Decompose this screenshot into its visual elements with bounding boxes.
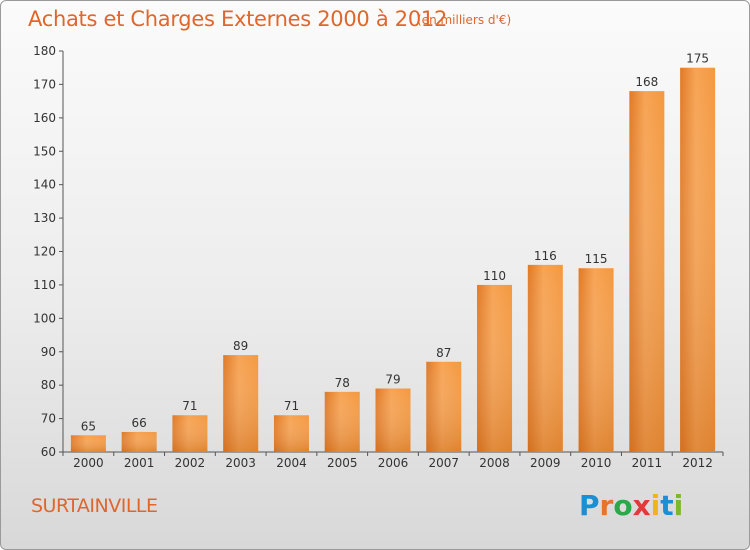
bar-shade xyxy=(172,415,208,452)
value-label: 71 xyxy=(284,399,299,413)
x-tick-label: 2003 xyxy=(225,456,256,470)
bar-shade xyxy=(223,355,259,452)
x-tick-label: 2011 xyxy=(632,456,663,470)
value-label: 175 xyxy=(686,52,709,66)
value-label: 116 xyxy=(534,249,557,263)
bar-shade xyxy=(70,435,106,452)
value-label: 87 xyxy=(436,346,451,360)
logo-letter: i xyxy=(673,489,684,522)
logo-letter: P xyxy=(579,489,600,522)
logo-letter: x xyxy=(632,489,651,522)
axes: 60 70 80 90 100 110 120 130 140 150 160 170 180 2000 2… xyxy=(33,44,724,470)
bar-shade xyxy=(477,284,513,452)
logo-letter: r xyxy=(599,489,614,522)
value-label: 65 xyxy=(81,419,96,433)
x-tick-label: 2007 xyxy=(428,456,459,470)
y-tick-label: 130 xyxy=(33,211,56,225)
bar-shade xyxy=(527,264,563,452)
y-tick-label: 80 xyxy=(41,378,56,392)
x-tick-label: 2008 xyxy=(479,456,510,470)
logo-letter: t xyxy=(660,489,674,522)
logo-letter: i xyxy=(650,489,661,522)
y-tick-label: 170 xyxy=(33,77,56,91)
chart-title: Achats et Charges Externes 2000 à 2012 xyxy=(28,7,448,31)
bar-shade xyxy=(426,361,462,452)
y-tick-label: 150 xyxy=(33,144,56,158)
y-tick-label: 160 xyxy=(33,111,56,125)
x-tick-label: 2012 xyxy=(682,456,713,470)
value-label: 66 xyxy=(132,416,147,430)
value-label: 115 xyxy=(585,252,608,266)
value-label: 89 xyxy=(233,339,248,353)
value-label: 79 xyxy=(385,373,400,387)
value-label: 78 xyxy=(335,376,350,390)
value-labels: 65 66 71 89 71 78 79 87 110 116 115 168 175 xyxy=(81,52,709,434)
x-tick-label: 2001 xyxy=(124,456,155,470)
y-tick-label: 70 xyxy=(41,412,56,426)
y-tick-label: 110 xyxy=(33,278,56,292)
chart-unit: (en milliers d'€) xyxy=(417,13,512,27)
y-tick-label: 180 xyxy=(33,44,56,58)
y-tick-label: 100 xyxy=(33,311,56,325)
proxiti-logo: Proxiti xyxy=(579,489,683,522)
logo-letter: o xyxy=(613,489,633,522)
value-label: 168 xyxy=(635,75,658,89)
y-tick-label: 90 xyxy=(41,345,56,359)
x-tick-label: 2009 xyxy=(530,456,561,470)
y-tick-label: 120 xyxy=(33,245,56,259)
bar-shade xyxy=(578,268,614,452)
value-label: 110 xyxy=(483,269,506,283)
value-label: 71 xyxy=(182,399,197,413)
x-tick-label: 2004 xyxy=(276,456,307,470)
x-tick-label: 2000 xyxy=(73,456,104,470)
y-tick-label: 60 xyxy=(41,445,56,459)
bar-shade xyxy=(273,415,309,452)
bar-shade xyxy=(629,91,665,452)
commune-name: SURTAINVILLE xyxy=(31,495,158,517)
x-tick-label: 2005 xyxy=(327,456,358,470)
x-tick-label: 2010 xyxy=(581,456,612,470)
bar-shade xyxy=(375,388,411,452)
x-tick-label: 2006 xyxy=(378,456,409,470)
x-tick-label: 2002 xyxy=(175,456,206,470)
bar-shade xyxy=(680,67,716,452)
y-tick-label: 140 xyxy=(33,178,56,192)
bar-shade xyxy=(121,431,157,452)
bars xyxy=(70,67,716,452)
bar-shade xyxy=(324,391,360,452)
